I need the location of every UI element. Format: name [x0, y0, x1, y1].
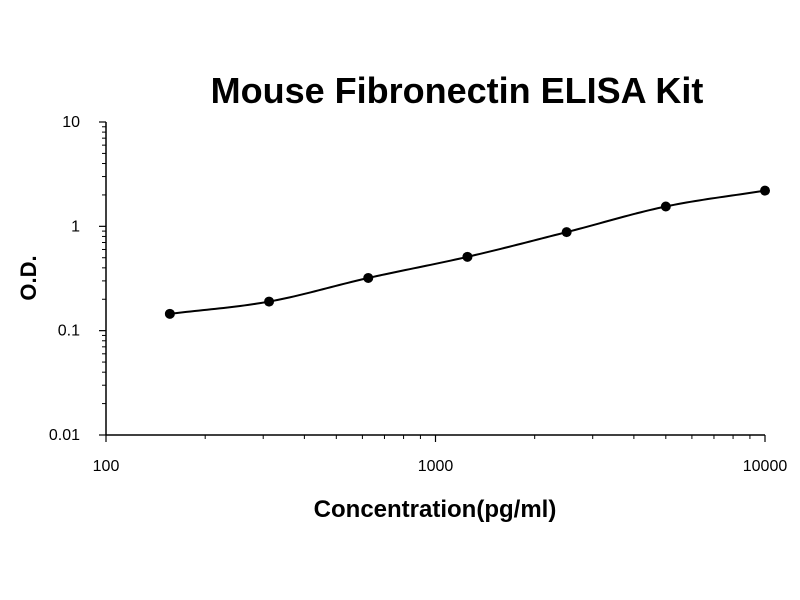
x-ticks: 100 1000 10000 — [93, 435, 788, 475]
chart-title: Mouse Fibronectin ELISA Kit — [211, 70, 704, 111]
x-tick-label: 10000 — [743, 458, 788, 475]
data-point — [164, 308, 175, 319]
data-point — [363, 272, 374, 283]
data-point — [462, 251, 473, 262]
y-axis-label: O.D. — [16, 255, 41, 300]
data-point — [264, 296, 275, 307]
x-tick-label: 1000 — [418, 458, 454, 475]
axes — [105, 122, 765, 436]
data-point — [561, 227, 572, 238]
y-tick-label: 1 — [71, 218, 80, 235]
y-ticks: 10 1 0.1 0.01 — [49, 114, 106, 444]
data-points — [164, 185, 770, 319]
y-tick-label: 0.1 — [58, 323, 80, 340]
data-point — [660, 201, 671, 212]
x-tick-label: 100 — [93, 458, 120, 475]
y-tick-label: 0.01 — [49, 427, 80, 444]
y-tick-label: 10 — [62, 114, 80, 131]
x-axis-label: Concentration(pg/ml) — [314, 496, 557, 523]
data-point — [760, 185, 770, 196]
